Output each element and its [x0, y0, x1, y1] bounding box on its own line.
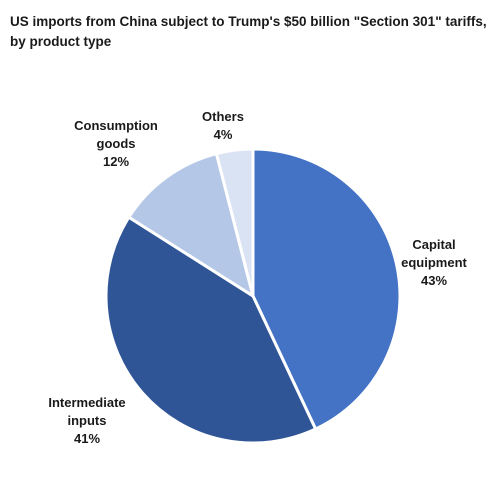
slice-label-others: Others 4% — [202, 109, 244, 142]
slice-label-capital-equipment: Capital equipment 43% — [401, 237, 467, 288]
slice-label-consumption-goods: Consumption goods 12% — [74, 118, 158, 169]
pie-slice-capital-equipment — [251, 147, 402, 431]
chart-title: US imports from China subject to Trump's… — [10, 12, 496, 52]
chart-title-line-2: by product type — [10, 34, 112, 49]
pie-slice-intermediate-inputs — [104, 215, 318, 445]
chart-title-line-1: US imports from China subject to Trump's… — [10, 14, 487, 29]
slice-label-intermediate-inputs: Intermediate inputs 41% — [48, 395, 125, 446]
pie-slices — [104, 147, 402, 445]
pie-labels: Capital equipment 43% Intermediate inputs 41%… — [48, 109, 467, 446]
pie-slice-others — [214, 147, 255, 298]
pie-slice-consumption-goods — [127, 152, 255, 298]
